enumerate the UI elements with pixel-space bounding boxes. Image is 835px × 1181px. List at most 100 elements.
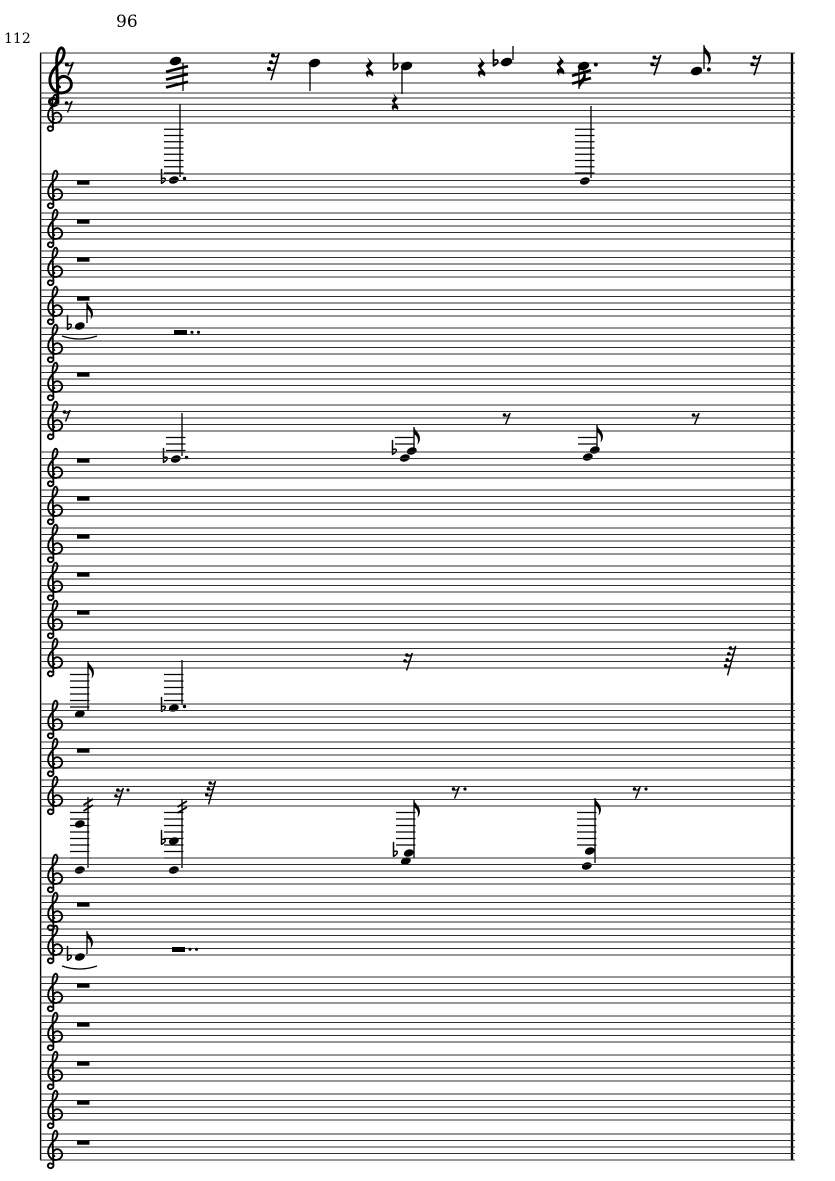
note: [162, 413, 189, 464]
whole-rest-icon: [77, 496, 90, 501]
sixteenth-rest-icon: [750, 54, 762, 76]
page-number-label: 96: [116, 12, 138, 32]
staff-23: [40, 1011, 795, 1052]
staff-24: [40, 1050, 795, 1091]
eighth-rest-icon: [64, 100, 73, 113]
whole-rest-icon: [77, 257, 90, 262]
staff-2: [40, 93, 795, 185]
thirty-second-rest-icon: [204, 780, 217, 805]
whole-rest-icon: [77, 902, 90, 907]
whole-rest-icon: [77, 296, 90, 301]
eighth-rest-icon: [451, 786, 467, 799]
staff-7: [40, 302, 795, 364]
eighth-rest-icon: [64, 61, 75, 76]
staff-21: [40, 924, 795, 970]
treble-clef-icon: [46, 972, 64, 1013]
treble-clef-icon: [46, 1089, 64, 1130]
staff-26: [40, 1129, 795, 1170]
measure-number-label: 112: [4, 31, 31, 47]
treble-clef-icon: [46, 523, 64, 564]
whole-rest-icon: [77, 610, 90, 615]
treble-clef-icon: [46, 775, 64, 816]
whole-rest-icon: [77, 372, 90, 377]
note: [160, 104, 187, 185]
note: [577, 798, 601, 870]
treble-clef-icon: [46, 169, 64, 210]
treble-clef-icon: [46, 599, 64, 640]
multi-rest-icon: [172, 947, 199, 952]
staff-1: [40, 45, 795, 108]
staff-13: [40, 561, 795, 602]
note: [160, 660, 187, 713]
staff-15: [40, 637, 795, 718]
treble-clef-icon: [46, 285, 64, 326]
sixteenth-rest-icon: [650, 54, 662, 76]
whole-rest-icon: [77, 1100, 90, 1105]
treble-clef-icon: [46, 485, 64, 526]
staff-10: [40, 447, 795, 488]
staff-6: [40, 285, 795, 326]
staff-11: [40, 485, 795, 526]
staff-17: [40, 737, 795, 778]
sixteenth-rest-icon: [403, 652, 414, 671]
treble-clef-icon: [46, 246, 64, 287]
staff-5: [40, 246, 795, 287]
staff-20: [40, 891, 795, 932]
treble-clef-icon: [46, 924, 64, 965]
staff-22: [40, 972, 795, 1013]
treble-clef-icon: [46, 400, 64, 441]
treble-clef-icon: [46, 1011, 64, 1052]
note: [392, 53, 413, 94]
whole-rest-icon: [77, 1022, 90, 1027]
whole-rest-icon: [77, 180, 90, 185]
whole-rest-icon: [77, 983, 90, 988]
note: [70, 661, 94, 718]
note: [70, 797, 94, 874]
whole-rest-icon: [77, 572, 90, 577]
eighth-rest-icon: [632, 786, 648, 799]
note: [160, 799, 188, 874]
treble-clef-icon: [46, 447, 64, 488]
staff-4: [40, 208, 795, 249]
treble-clef-icon: [46, 737, 64, 778]
note: [492, 46, 514, 67]
sixteenth-rest-icon: [114, 787, 130, 806]
quarter-rest-icon: [365, 57, 374, 78]
eighth-rest-icon: [62, 409, 71, 422]
treble-clef-icon: [46, 1050, 64, 1091]
eighth-rest-icon: [691, 412, 700, 425]
whole-rest-icon: [77, 534, 90, 539]
staff-25: [40, 1089, 795, 1130]
staff-8: [40, 361, 795, 402]
quarter-rest-icon: [391, 93, 399, 112]
note: [61, 931, 98, 970]
sixty-fourth-rest-icon: [723, 645, 737, 676]
note: [308, 58, 321, 91]
treble-clef-icon: [46, 323, 64, 364]
treble-clef-icon: [46, 361, 64, 402]
note: [165, 56, 189, 91]
whole-rest-icon: [77, 1140, 90, 1145]
staff-16: [40, 699, 795, 740]
whole-rest-icon: [77, 458, 90, 463]
note: [690, 45, 711, 76]
staff-12: [40, 523, 795, 564]
staff-18: [40, 775, 795, 874]
whole-rest-icon: [77, 219, 90, 224]
treble-clef-icon: [46, 561, 64, 602]
whole-rest-icon: [77, 748, 90, 753]
treble-clef-icon: [46, 699, 64, 740]
treble-clef-icon: [46, 208, 64, 249]
multi-rest-icon: [174, 330, 201, 335]
staff-3: [40, 169, 795, 210]
treble-clef-icon: [46, 637, 64, 678]
quarter-rest-icon: [556, 55, 565, 76]
quarter-rest-icon: [477, 57, 486, 78]
thirty-second-rest-icon: [266, 52, 280, 81]
note: [575, 106, 595, 185]
note: [61, 302, 98, 340]
staff-19: [40, 853, 795, 894]
note: [391, 427, 420, 462]
